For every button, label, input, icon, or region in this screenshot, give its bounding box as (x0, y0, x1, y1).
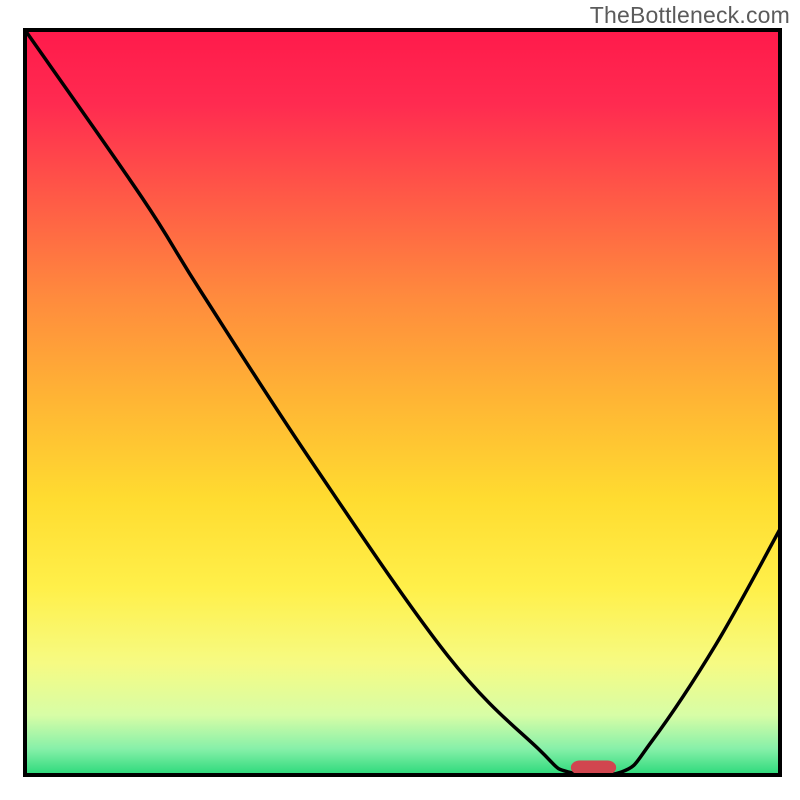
gradient-background (25, 30, 780, 775)
watermark-text: TheBottleneck.com (590, 2, 790, 29)
chart-container: TheBottleneck.com (0, 0, 800, 800)
optimum-marker (571, 760, 616, 774)
bottleneck-chart (0, 0, 800, 800)
